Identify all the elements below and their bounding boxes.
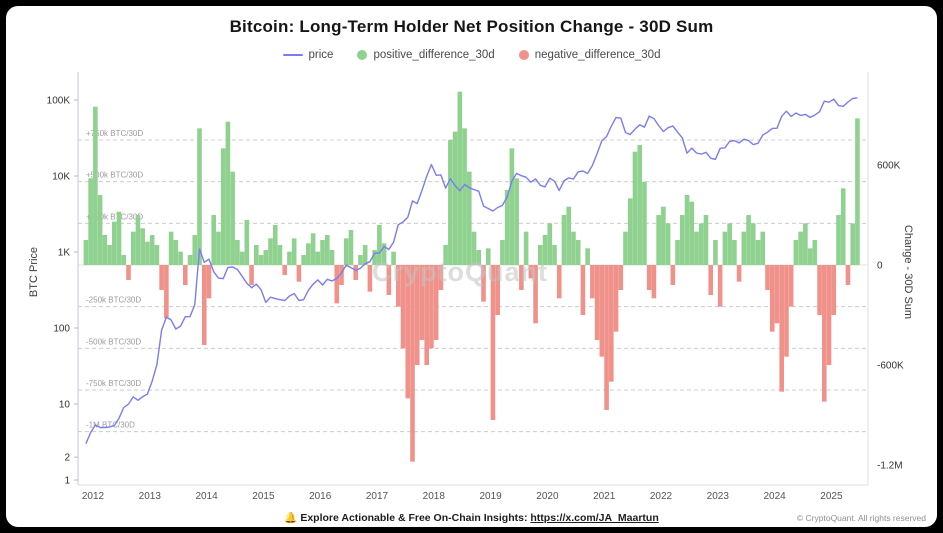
svg-text:10: 10 — [59, 400, 71, 411]
price-line-swatch — [282, 54, 303, 56]
footer-text: Explore Actionable & Free On-Chain Insig… — [300, 512, 531, 524]
watermark: CryptoQuant — [372, 257, 548, 287]
copyright: © CryptoQuant. All rights reserved — [796, 513, 926, 523]
chart-title: Bitcoin: Long-Term Holder Net Position C… — [229, 17, 714, 36]
right-axis-ticks: 600K 0 -600K -1.2M — [877, 161, 904, 472]
svg-text:2025: 2025 — [820, 491, 843, 502]
svg-text:-1.2M: -1.2M — [877, 461, 903, 472]
svg-text:+750k BTC/30D: +750k BTC/30D — [86, 129, 143, 138]
svg-text:2013: 2013 — [139, 491, 162, 502]
footer-note: 🔔 Explore Actionable & Free On-Chain Insi… — [0, 511, 943, 524]
svg-text:-1M BTC/30D: -1M BTC/30D — [86, 421, 135, 430]
svg-text:10K: 10K — [52, 172, 70, 183]
svg-text:2024: 2024 — [763, 491, 786, 502]
svg-text:2012: 2012 — [82, 491, 105, 502]
positive-difference-swatch — [357, 50, 368, 60]
svg-text:100K: 100K — [47, 96, 71, 107]
negative-bars — [126, 265, 851, 462]
svg-text:-250k BTC/30D: -250k BTC/30D — [86, 296, 141, 305]
svg-text:2017: 2017 — [366, 491, 389, 502]
svg-text:2018: 2018 — [423, 491, 446, 502]
svg-text:1K: 1K — [58, 248, 71, 259]
svg-text:2016: 2016 — [309, 491, 332, 502]
x-axis-ticks: 2012 2013 2014 2015 2016 2017 2018 2019 2020 2021… — [82, 491, 843, 502]
footer-link[interactable]: https://x.com/JA_Maartun — [530, 512, 659, 524]
legend-item-positive-difference[interactable]: positive_difference_30d — [357, 49, 495, 61]
legend-item-negative-difference[interactable]: negative_difference_30d — [518, 49, 661, 61]
legend-label-positive: positive_difference_30d — [373, 49, 495, 61]
svg-text:2014: 2014 — [195, 491, 218, 502]
svg-text:+250k BTC/30D: +250k BTC/30D — [86, 212, 143, 221]
bell-icon: 🔔 — [284, 512, 298, 524]
legend-label-negative: negative_difference_30d — [534, 49, 661, 61]
legend: price positive_difference_30d negative_d… — [0, 49, 943, 61]
svg-text:-500k BTC/30D: -500k BTC/30D — [86, 337, 141, 346]
price-line — [85, 97, 858, 444]
svg-text:2022: 2022 — [650, 491, 673, 502]
negative-difference-swatch — [518, 50, 529, 60]
svg-text:0: 0 — [877, 261, 883, 272]
positive-bars — [83, 91, 860, 266]
svg-text:+500k BTC/30D: +500k BTC/30D — [86, 171, 143, 180]
svg-text:2023: 2023 — [707, 491, 730, 502]
svg-text:-750k BTC/30D: -750k BTC/30D — [86, 379, 141, 388]
svg-text:2: 2 — [64, 453, 70, 464]
svg-text:1: 1 — [64, 476, 70, 487]
legend-item-price[interactable]: price — [282, 49, 334, 61]
right-axis-title: Change - 30D Sum — [902, 224, 914, 320]
legend-label-price: price — [308, 49, 334, 61]
left-axis-ticks: 100K 10K 1K 100 10 2 1 — [47, 96, 78, 487]
axis-lines — [77, 72, 869, 486]
svg-text:2021: 2021 — [593, 491, 616, 502]
svg-text:2019: 2019 — [479, 491, 502, 502]
svg-text:2020: 2020 — [536, 491, 559, 502]
left-axis-title: BTC Price — [28, 246, 40, 298]
gridline-labels: +750k BTC/30D +500k BTC/30D +250k BTC/30D -… — [86, 129, 143, 430]
svg-text:-600K: -600K — [877, 361, 904, 372]
svg-text:100: 100 — [53, 324, 70, 335]
svg-text:600K: 600K — [877, 161, 901, 172]
svg-text:2015: 2015 — [252, 491, 275, 502]
